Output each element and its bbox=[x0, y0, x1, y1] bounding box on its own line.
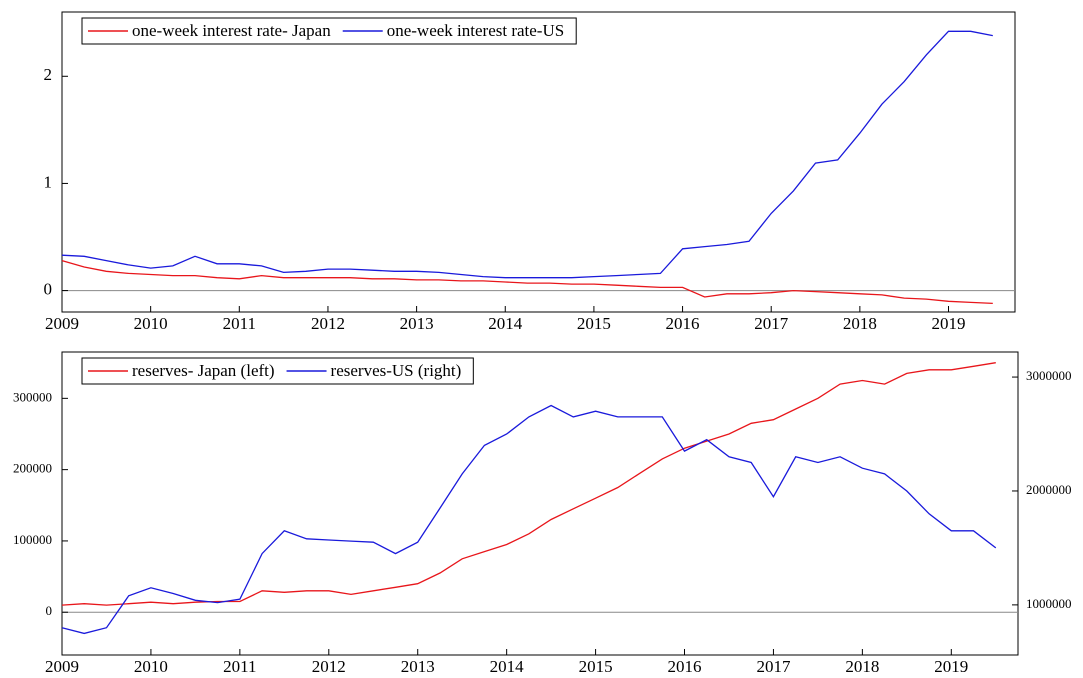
legend-label: reserves- Japan (left) bbox=[132, 361, 275, 380]
y2-tick-label: 2000000 bbox=[1026, 482, 1072, 497]
plot-frame bbox=[61, 351, 1019, 656]
y2-tick-label: 1000000 bbox=[1026, 596, 1072, 611]
series-line bbox=[61, 30, 993, 279]
x-tick-label: 2018 bbox=[845, 657, 879, 676]
legend-label: one-week interest rate-US bbox=[387, 21, 564, 40]
x-tick-label: 2012 bbox=[311, 314, 345, 333]
y-tick-label: 100000 bbox=[13, 532, 52, 547]
series-line bbox=[61, 259, 993, 305]
x-tick-label: 2016 bbox=[666, 314, 700, 333]
x-tick-label: 2016 bbox=[668, 657, 702, 676]
legend-label: reserves-US (right) bbox=[331, 361, 462, 380]
x-tick-label: 2011 bbox=[223, 314, 256, 333]
legend-box bbox=[81, 17, 577, 45]
y-tick-label: 300000 bbox=[13, 389, 52, 404]
x-tick-label: 2014 bbox=[490, 657, 525, 676]
series-line bbox=[61, 404, 997, 635]
y-tick-label: 0 bbox=[44, 279, 53, 298]
y2-tick-label: 3000000 bbox=[1026, 368, 1072, 383]
x-tick-label: 2012 bbox=[312, 657, 346, 676]
y-tick-label: 2 bbox=[44, 65, 53, 84]
x-tick-label: 2018 bbox=[843, 314, 877, 333]
x-tick-label: 2019 bbox=[932, 314, 966, 333]
x-tick-label: 2017 bbox=[754, 314, 789, 333]
y-tick-label: 200000 bbox=[13, 461, 52, 476]
x-tick-label: 2013 bbox=[401, 657, 435, 676]
x-tick-label: 2019 bbox=[934, 657, 968, 676]
legend-box bbox=[81, 357, 474, 385]
x-tick-label: 2010 bbox=[134, 657, 168, 676]
x-tick-label: 2011 bbox=[223, 657, 256, 676]
x-tick-label: 2017 bbox=[756, 657, 791, 676]
x-tick-label: 2015 bbox=[577, 314, 611, 333]
x-tick-label: 2014 bbox=[488, 314, 523, 333]
legend-label: one-week interest rate- Japan bbox=[132, 21, 331, 40]
y-tick-label: 1 bbox=[44, 172, 53, 191]
x-tick-label: 2010 bbox=[134, 314, 168, 333]
x-tick-label: 2009 bbox=[45, 314, 79, 333]
series-line bbox=[61, 362, 996, 606]
x-tick-label: 2009 bbox=[45, 657, 79, 676]
y-tick-label: 0 bbox=[46, 603, 53, 618]
x-tick-label: 2013 bbox=[400, 314, 434, 333]
x-tick-label: 2015 bbox=[579, 657, 613, 676]
plot-frame bbox=[61, 11, 1016, 313]
